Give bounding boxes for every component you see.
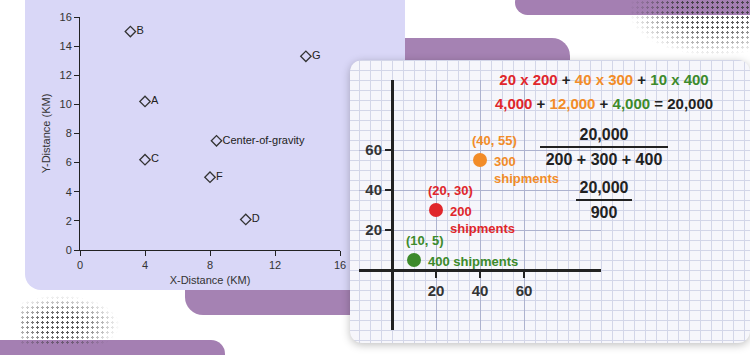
svg-text:(40, 55): (40, 55) xyxy=(472,133,517,148)
svg-text:X-Distance (KM): X-Distance (KM) xyxy=(170,274,251,286)
svg-text:20: 20 xyxy=(365,221,382,238)
svg-text:Center-of-gravity: Center-of-gravity xyxy=(223,134,305,146)
svg-text:40: 40 xyxy=(365,181,382,198)
svg-text:20: 20 xyxy=(428,282,445,299)
svg-text:200shipments: 200shipments xyxy=(450,204,515,236)
svg-text:0: 0 xyxy=(77,259,83,271)
svg-text:60: 60 xyxy=(516,282,533,299)
svg-text:8: 8 xyxy=(66,127,72,139)
html-text:4,000 + 12,000 + 4,000 = 20,00: 4,000 + 12,000 + 4,000 = 20,000 xyxy=(494,95,714,112)
html-text:300: 300 xyxy=(494,154,516,169)
svg-text:Y-Distance (KM): Y-Distance (KM) xyxy=(40,94,52,174)
svg-text:A: A xyxy=(151,94,159,106)
html-text:900: 900 xyxy=(590,204,618,221)
svg-text:(10, 5): (10, 5) xyxy=(406,233,444,248)
html-text:20,000: 20,000 xyxy=(579,179,629,196)
svg-text:D: D xyxy=(252,212,260,224)
svg-text:4: 4 xyxy=(66,186,72,198)
svg-text:2: 2 xyxy=(66,215,72,227)
svg-text:12: 12 xyxy=(269,259,281,271)
html-text:20,000: 20,000 xyxy=(579,126,629,143)
svg-text:G: G xyxy=(312,49,321,61)
svg-text:14: 14 xyxy=(60,40,72,52)
svg-text:(20, 30): (20, 30) xyxy=(428,183,473,198)
svg-text:12: 12 xyxy=(60,69,72,81)
svg-text:16: 16 xyxy=(60,11,72,23)
svg-text:C: C xyxy=(151,152,159,164)
html-text:shipments: shipments xyxy=(494,170,559,186)
svg-text:60: 60 xyxy=(365,141,382,158)
svg-text:F: F xyxy=(216,170,223,182)
svg-text:10: 10 xyxy=(60,98,72,110)
svg-text:4: 4 xyxy=(142,259,148,271)
svg-text:8: 8 xyxy=(207,259,213,271)
svg-text:40: 40 xyxy=(472,282,489,299)
svg-text:16: 16 xyxy=(334,259,346,271)
svg-text:6: 6 xyxy=(66,156,72,168)
html-text:200 + 300 + 400: 200 + 300 + 400 xyxy=(545,151,663,168)
svg-text:B: B xyxy=(136,24,143,36)
svg-text:400 shipments: 400 shipments xyxy=(428,254,518,269)
svg-text:0: 0 xyxy=(66,244,72,256)
html-text:20 x 200 + 40 x 300 + 10 x 400: 20 x 200 + 40 x 300 + 10 x 400 xyxy=(499,71,709,88)
